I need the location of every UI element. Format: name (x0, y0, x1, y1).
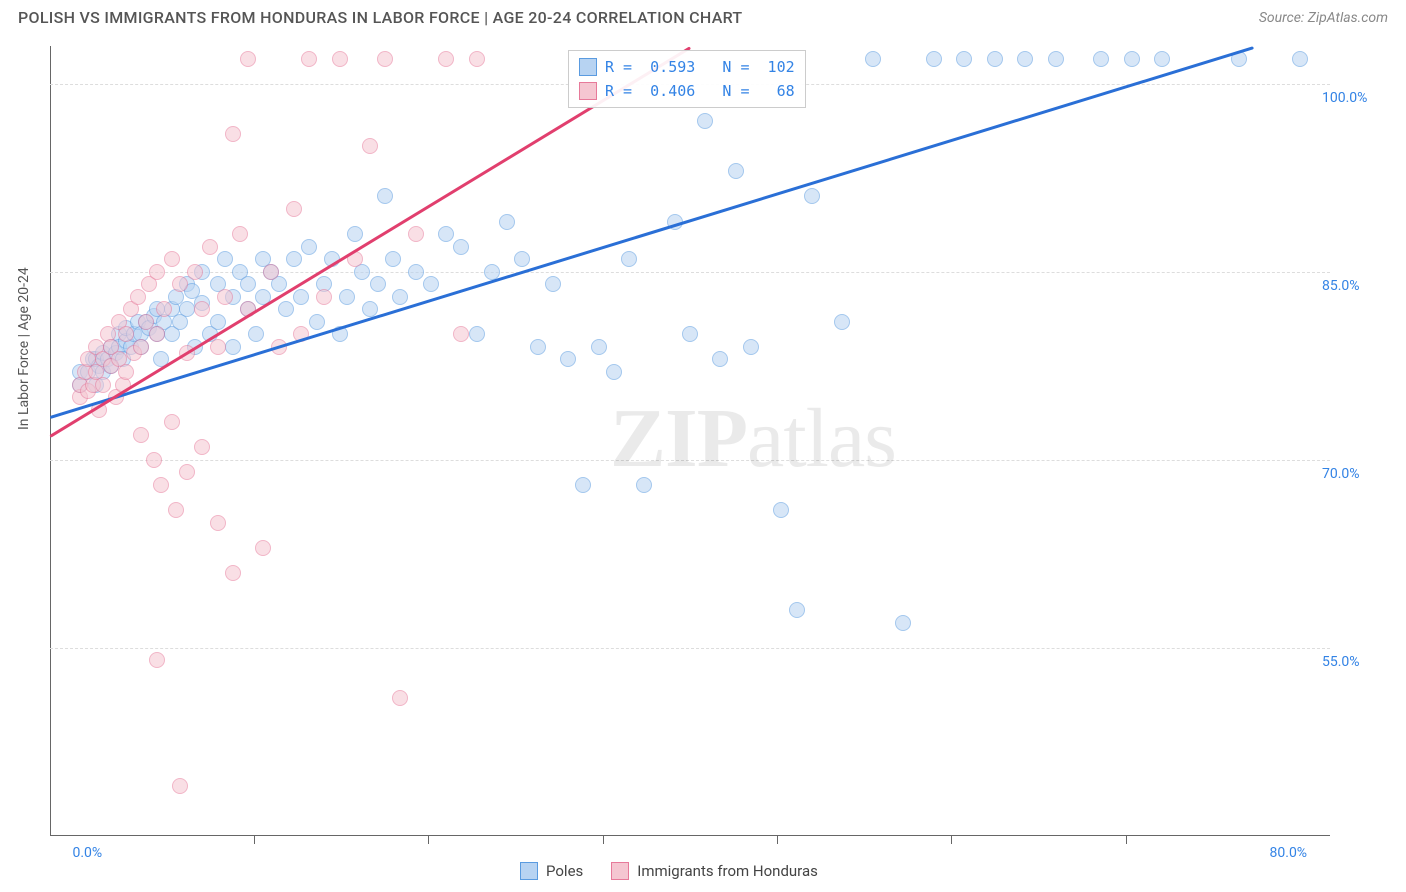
point-poles (789, 602, 805, 618)
point-honduras (316, 289, 332, 305)
y-tick-label: 100.0% (1322, 90, 1367, 106)
point-honduras (377, 51, 393, 67)
point-poles (956, 51, 972, 67)
plot-area (50, 46, 1330, 836)
point-poles (339, 289, 355, 305)
legend-swatch (611, 862, 629, 880)
point-poles (499, 214, 515, 230)
point-poles (408, 264, 424, 280)
legend-row-honduras: R = 0.406 N = 68 (579, 79, 795, 103)
point-poles (926, 51, 942, 67)
point-poles (453, 239, 469, 255)
point-poles (370, 276, 386, 292)
point-honduras (301, 51, 317, 67)
correlation-stats-legend: R = 0.593 N = 102 R = 0.406 N = 68 (568, 50, 806, 108)
point-poles (1048, 51, 1064, 67)
point-honduras (149, 264, 165, 280)
legend-label: Immigrants from Honduras (637, 862, 818, 880)
point-honduras (172, 276, 188, 292)
point-poles (286, 251, 302, 267)
y-tick-label: 70.0% (1322, 466, 1360, 482)
point-honduras (164, 251, 180, 267)
point-poles (301, 239, 317, 255)
point-poles (1093, 51, 1109, 67)
gridline (50, 460, 1330, 461)
point-poles (210, 314, 226, 330)
point-poles (743, 339, 759, 355)
point-poles (385, 251, 401, 267)
x-minor-tick (603, 836, 604, 844)
x-tick-label: 80.0% (1270, 845, 1308, 861)
point-poles (591, 339, 607, 355)
point-honduras (172, 778, 188, 794)
point-poles (1017, 51, 1033, 67)
legend-item-poles: Poles (520, 862, 583, 880)
point-poles (309, 314, 325, 330)
legend-stats-text: R = 0.406 N = 68 (605, 82, 795, 100)
point-poles (606, 364, 622, 380)
source-label: Source: ZipAtlas.com (1259, 10, 1388, 26)
legend-swatch (520, 862, 538, 880)
point-honduras (217, 289, 233, 305)
legend-row-poles: R = 0.593 N = 102 (579, 55, 795, 79)
y-axis-label: In Labor Force | Age 20-24 (16, 267, 32, 430)
x-minor-tick (777, 836, 778, 844)
point-honduras (438, 51, 454, 67)
point-poles (545, 276, 561, 292)
point-honduras (332, 51, 348, 67)
point-poles (225, 339, 241, 355)
legend-item-honduras: Immigrants from Honduras (611, 862, 818, 880)
point-honduras (202, 239, 218, 255)
series-legend: Poles Immigrants from Honduras (520, 862, 818, 880)
point-honduras (286, 201, 302, 217)
point-honduras (95, 377, 111, 393)
title-bar: POLISH VS IMMIGRANTS FROM HONDURAS IN LA… (0, 0, 1406, 31)
point-poles (987, 51, 1003, 67)
point-honduras (153, 477, 169, 493)
point-honduras (225, 126, 241, 142)
point-poles (865, 51, 881, 67)
point-honduras (210, 515, 226, 531)
legend-swatch (579, 82, 597, 100)
y-tick-label: 85.0% (1322, 278, 1360, 294)
point-honduras (164, 414, 180, 430)
point-honduras (255, 540, 271, 556)
point-poles (728, 163, 744, 179)
x-minor-tick (1126, 836, 1127, 844)
x-tick-label: 0.0% (72, 845, 102, 861)
point-honduras (146, 452, 162, 468)
point-honduras (408, 226, 424, 242)
chart-title: POLISH VS IMMIGRANTS FROM HONDURAS IN LA… (18, 8, 743, 27)
point-honduras (469, 51, 485, 67)
point-honduras (210, 339, 226, 355)
point-poles (530, 339, 546, 355)
x-minor-tick (428, 836, 429, 844)
y-tick-label: 55.0% (1322, 654, 1360, 670)
point-honduras (187, 264, 203, 280)
x-minor-tick (254, 836, 255, 844)
point-honduras (149, 326, 165, 342)
point-honduras (149, 652, 165, 668)
x-minor-tick (951, 836, 952, 844)
point-poles (469, 326, 485, 342)
legend-swatch (579, 58, 597, 76)
point-poles (1124, 51, 1140, 67)
point-honduras (225, 565, 241, 581)
point-poles (347, 226, 363, 242)
gridline (50, 648, 1330, 649)
point-poles (1292, 51, 1308, 67)
legend-label: Poles (546, 862, 583, 880)
point-honduras (240, 51, 256, 67)
point-poles (1154, 51, 1170, 67)
legend-stats-text: R = 0.593 N = 102 (605, 58, 795, 76)
point-honduras (263, 264, 279, 280)
